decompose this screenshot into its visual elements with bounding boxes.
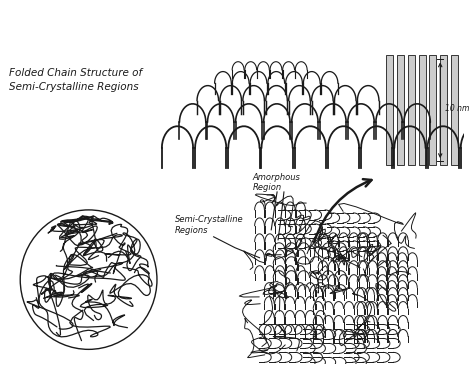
Bar <box>386 55 393 165</box>
Bar <box>429 55 436 165</box>
Bar <box>440 55 447 165</box>
Text: Amorphous
Region: Amorphous Region <box>253 173 301 192</box>
Text: Folded Chain Structure of
Semi-Crystalline Regions: Folded Chain Structure of Semi-Crystalli… <box>9 68 142 92</box>
Text: Semi-Crystalline
Regions: Semi-Crystalline Regions <box>174 215 243 235</box>
Bar <box>408 55 415 165</box>
Bar <box>419 55 426 165</box>
Text: 10 nm: 10 nm <box>445 104 469 113</box>
Bar <box>397 55 404 165</box>
Bar <box>451 55 458 165</box>
